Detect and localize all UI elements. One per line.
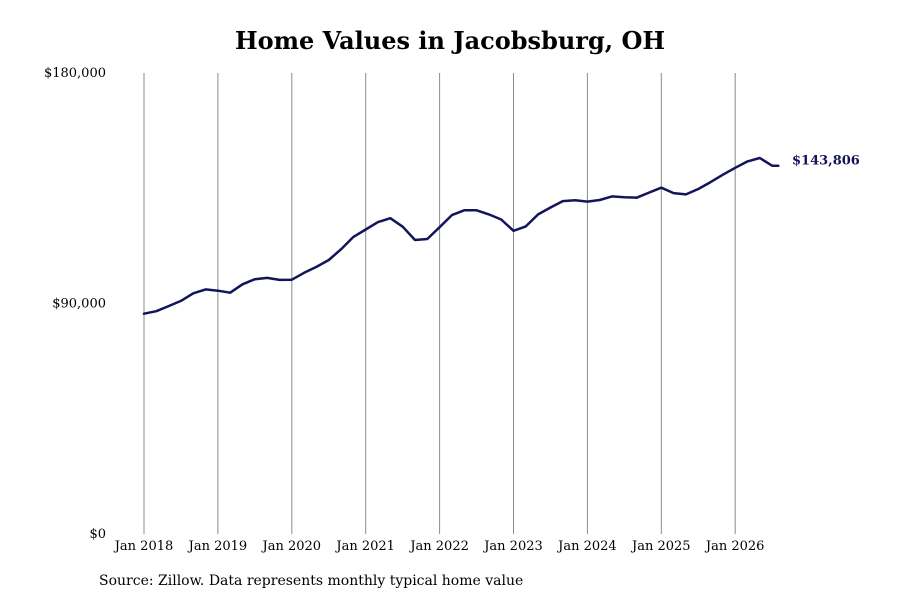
gridlines <box>143 73 736 534</box>
y-tick-label: $180,000 <box>44 66 106 81</box>
x-axis-ticks: Jan 2018 Jan 2019 Jan 2020 Jan 2021 Jan 2022… <box>113 539 765 554</box>
x-tick-label: Jan 2026 <box>704 539 765 554</box>
y-axis-ticks: $0 $90,000 $180,000 <box>44 66 106 542</box>
x-tick-label: Jan 2024 <box>556 539 617 554</box>
x-tick-label: Jan 2022 <box>408 539 469 554</box>
end-value-label: $143,806 <box>792 154 860 169</box>
x-tick-label: Jan 2019 <box>187 539 248 554</box>
y-tick-label: $90,000 <box>52 297 106 312</box>
y-tick-label: $0 <box>89 527 106 542</box>
x-tick-label: Jan 2018 <box>113 539 174 554</box>
series-layer <box>142 156 780 315</box>
chart-title: Home Values in Jacobsburg, OH <box>234 26 666 55</box>
source-note: Source: Zillow. Data represents monthly … <box>99 573 524 589</box>
x-tick-label: Jan 2020 <box>261 539 322 554</box>
x-tick-label: Jan 2023 <box>482 539 543 554</box>
home-value-line <box>142 156 780 315</box>
x-tick-label: Jan 2021 <box>334 539 395 554</box>
x-tick-label: Jan 2025 <box>630 539 691 554</box>
